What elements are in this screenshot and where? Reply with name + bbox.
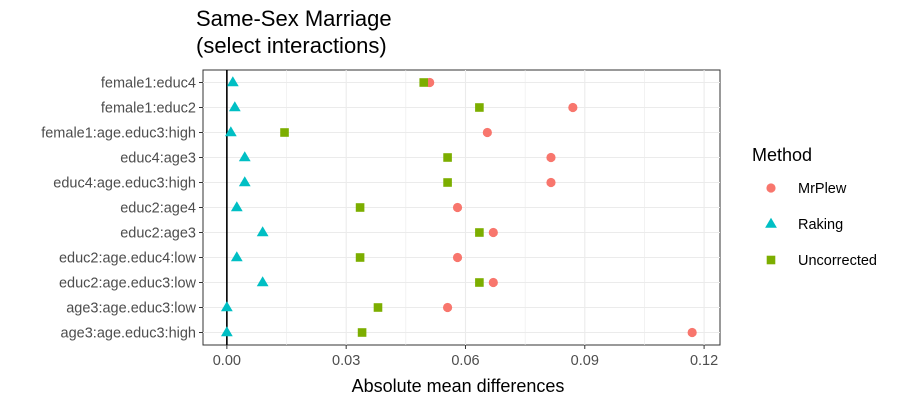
legend-label-uncorrected: Uncorrected [798,253,877,269]
y-tick-label: female1:educ4 [101,76,196,92]
legend-label-raking: Raking [798,217,843,233]
x-axis: 0.00 0.03 0.06 0.09 0.12 [213,345,718,369]
point-uncorrected [443,153,452,162]
x-tick-label: 0.03 [332,353,360,369]
point-mrplew [452,252,463,263]
x-tick-label: 0.06 [451,353,479,369]
legend-label-mrplew: MrPlew [798,181,847,197]
point-raking [230,201,243,212]
legend-key-uncorrected [766,255,776,265]
point-mrplew [442,302,453,313]
chart-title-line-1: Same-Sex Marriage [196,6,392,31]
point-uncorrected [475,103,484,112]
y-tick-label: educ2:age3 [120,226,196,242]
point-mrplew [452,202,463,213]
point-uncorrected [357,328,367,337]
point-raking [238,176,251,187]
legend: Method MrPlew Raking Uncorrected [752,145,877,269]
point-uncorrected [475,228,484,237]
point-raking [230,251,243,262]
point-mrplew [568,102,578,113]
point-raking [238,151,251,162]
y-axis: female1:educ4 female1:educ2 female1:age.ed… [41,76,203,342]
point-mrplew [488,227,498,238]
point-raking [256,276,269,287]
y-tick-label: educ4:age3 [120,151,196,167]
point-mrplew [546,152,556,163]
y-tick-label: female1:age.educ3:high [41,126,196,142]
point-mrplew [687,327,697,338]
point-uncorrected [373,303,383,312]
point-uncorrected [475,278,484,287]
point-raking [220,301,233,312]
point-raking [228,101,241,112]
point-uncorrected [443,178,452,187]
y-tick-label: female1:educ2 [101,101,196,117]
y-tick-label: educ2:age.educ4:low [59,251,197,267]
point-mrplew [482,127,492,138]
point-raking [224,126,237,137]
grid [203,70,720,345]
y-tick-label: educ2:age.educ3:low [59,276,197,292]
point-mrplew [546,177,556,188]
x-tick-label: 0.12 [690,353,718,369]
point-mrplew [488,277,498,288]
legend-key-mrplew [766,183,776,193]
legend-key-raking [765,217,777,228]
point-raking [256,226,269,237]
y-tick-label: educ4:age.educ3:high [53,176,196,192]
y-tick-label: age3:age.educ3:low [66,301,196,317]
legend-title: Method [752,145,812,165]
point-uncorrected [355,253,365,262]
point-uncorrected [419,78,429,87]
point-uncorrected [280,128,289,137]
chart-title-line-2: (select interactions) [196,33,387,58]
x-tick-label: 0.09 [571,353,599,369]
x-axis-title: Absolute mean differences [352,376,565,396]
point-raking [226,76,239,87]
data-points [220,76,697,338]
point-uncorrected [355,203,365,212]
y-tick-label: age3:age.educ3:high [61,326,196,342]
x-tick-label: 0.00 [213,353,241,369]
point-raking [220,326,233,337]
y-tick-label: educ2:age4 [120,201,196,217]
